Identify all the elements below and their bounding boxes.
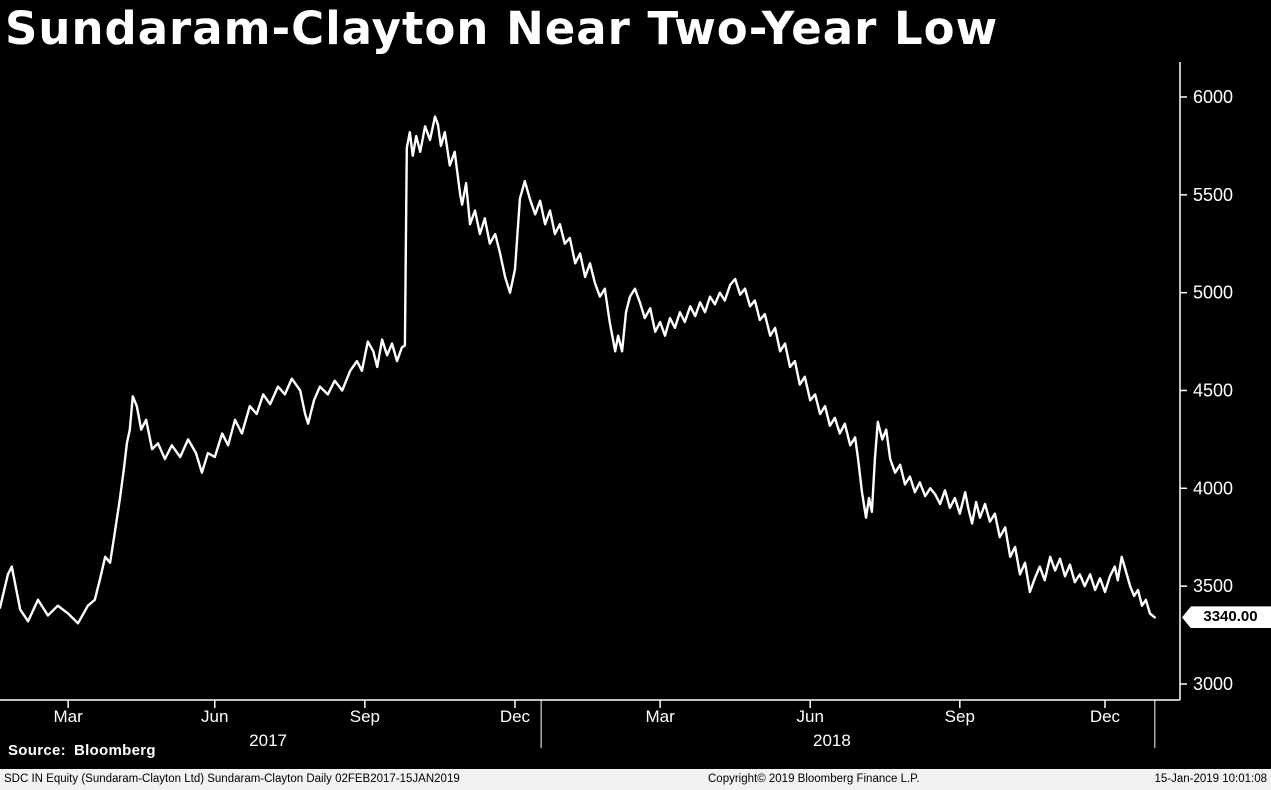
footer-bar: SDC IN Equity (Sundaram-Clayton Ltd) Sun… — [0, 769, 1271, 790]
x-tick-label: Jun — [796, 707, 823, 726]
footer-security-info: SDC IN Equity (Sundaram-Clayton Ltd) Sun… — [4, 773, 460, 785]
y-tick-label: 3000 — [1193, 674, 1233, 694]
source-value: Bloomberg — [73, 742, 156, 759]
y-tick-label: 6000 — [1193, 87, 1233, 107]
x-tick-label: Sep — [945, 707, 975, 726]
y-tick-label: 4000 — [1193, 478, 1233, 498]
source-line: Source: Bloomberg — [8, 742, 156, 759]
x-tick-label: Mar — [53, 707, 83, 726]
last-price-value: 3340.00 — [1203, 608, 1258, 626]
x-tick-label: Sep — [350, 707, 380, 726]
y-tick-label: 4500 — [1193, 380, 1233, 400]
x-tick-label: Dec — [500, 707, 531, 726]
y-tick-label: 5500 — [1193, 185, 1233, 205]
x-tick-label: Mar — [645, 707, 675, 726]
chart-title: Sundaram-Clayton Near Two-Year Low — [5, 2, 999, 55]
year-label: 2018 — [813, 731, 851, 750]
x-tick-label: Dec — [1090, 707, 1121, 726]
last-price-tag: 3340.00 — [1182, 606, 1271, 629]
price-chart: 3000 3500 4000 4500 5000 5500 6000 Mar Jun Sep Dec… — [0, 62, 1233, 750]
source-label: Source: — [8, 742, 66, 759]
y-tick-label: 3500 — [1193, 576, 1233, 596]
year-label: 2017 — [249, 731, 287, 750]
footer-timestamp: 15-Jan-2019 10:01:08 — [1154, 773, 1267, 785]
price-line — [0, 115, 1157, 625]
x-tick-label: Jun — [201, 707, 228, 726]
footer-copyright: Copyright© 2019 Bloomberg Finance L.P. — [708, 773, 920, 785]
y-tick-label: 5000 — [1193, 283, 1233, 303]
